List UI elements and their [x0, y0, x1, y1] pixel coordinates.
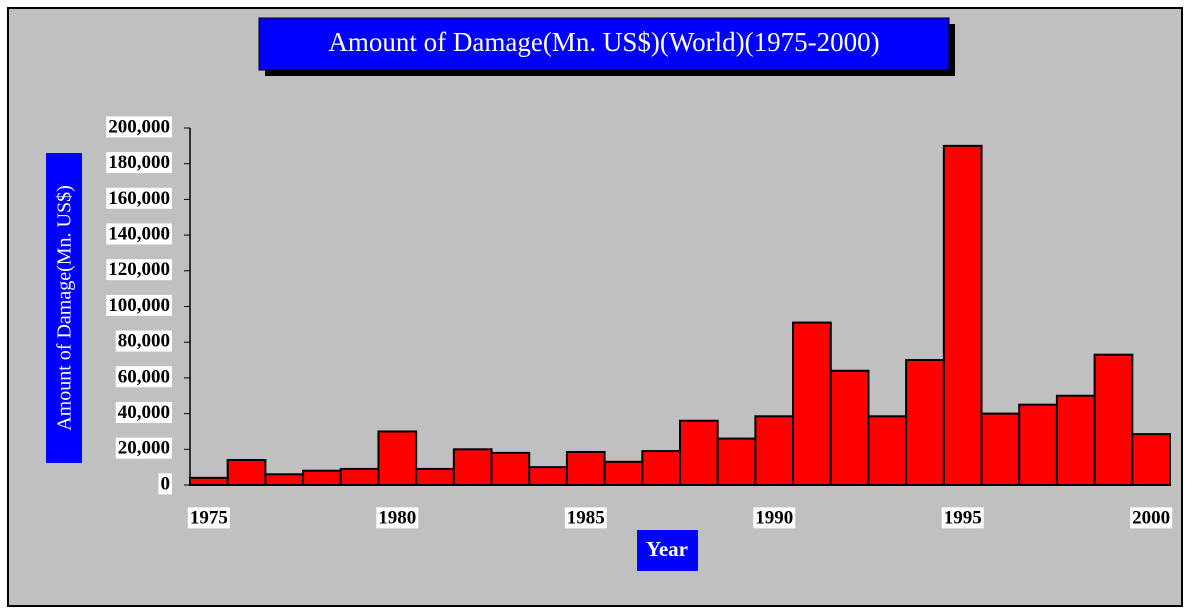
y-tick-label-group: 60,000	[115, 366, 172, 388]
bar	[1093, 353, 1134, 486]
x-tick-label: 1995	[944, 507, 982, 528]
bar	[302, 469, 342, 487]
chart-title: Amount of Damage(Mn. US$)(World)(1975-20…	[328, 27, 879, 57]
y-tick-label-bg	[115, 437, 172, 459]
bar	[942, 144, 983, 486]
bar	[490, 451, 531, 486]
y-tick-label: 120,000	[108, 259, 170, 280]
y-tick-label: 0	[161, 473, 171, 494]
bar	[641, 450, 681, 486]
y-tick-label-group: 180,000	[106, 152, 172, 174]
x-tick-label: 1975	[190, 507, 228, 528]
y-tick-label-group: 100,000	[106, 294, 172, 316]
bar	[264, 473, 305, 487]
y-tick-label: 100,000	[108, 295, 170, 316]
bar	[603, 460, 644, 487]
bar	[867, 415, 908, 486]
bar	[415, 467, 455, 486]
x-tick-label: 2000	[1132, 507, 1170, 528]
y-label-box	[46, 153, 82, 463]
y-tick-label-group: 0	[158, 473, 172, 495]
x-tick-label-bg	[187, 507, 230, 529]
y-tick-label-bg	[115, 330, 172, 352]
y-tick-label-bg	[106, 187, 172, 209]
y-tick-label-group: 200,000	[106, 116, 172, 138]
bar	[528, 466, 568, 486]
x-tick-label-group: 1980	[376, 507, 419, 529]
y-tick-label-group: 80,000	[115, 330, 172, 352]
y-tick-label-bg	[115, 366, 172, 388]
x-tick-label-bg	[753, 507, 796, 529]
y-tick-label-bg	[106, 116, 172, 138]
y-tick-label: 80,000	[118, 331, 170, 352]
x-tick-label-group: 1985	[564, 507, 607, 529]
bar	[980, 412, 1021, 487]
y-tick-label-bg	[106, 223, 172, 245]
bar	[452, 448, 493, 486]
chart-background	[7, 7, 1183, 607]
y-tick-label: 40,000	[118, 402, 170, 423]
y-tick-label-group: 20,000	[115, 437, 172, 459]
bar	[226, 459, 267, 487]
bar	[189, 476, 229, 486]
bar	[716, 437, 757, 486]
bar	[754, 415, 795, 486]
y-tick-label-bg	[106, 152, 172, 174]
y-tick-label-group: 120,000	[106, 259, 172, 281]
y-tick-label-bg	[115, 401, 172, 423]
bar	[339, 467, 380, 486]
x-tick-label-bg	[564, 507, 607, 529]
bar	[829, 369, 870, 487]
x-tick-label-bg	[1130, 507, 1173, 529]
bar	[377, 430, 418, 487]
bar	[565, 450, 606, 487]
x-tick-label-group: 1975	[187, 507, 230, 529]
y-tick-label-bg	[158, 473, 172, 495]
bar	[1018, 403, 1058, 486]
bar	[1055, 394, 1096, 486]
bar	[679, 419, 719, 486]
y-tick-label-group: 40,000	[115, 401, 172, 423]
x-tick-label-group: 1990	[753, 507, 796, 529]
x-tick-label-group: 1995	[941, 507, 984, 529]
y-tick-label: 160,000	[108, 188, 170, 209]
y-tick-label: 140,000	[108, 223, 170, 244]
x-tick-label: 1990	[755, 507, 793, 528]
bar	[792, 321, 832, 486]
bar	[905, 359, 945, 486]
y-tick-label-bg	[106, 294, 172, 316]
bar	[1131, 433, 1172, 487]
x-tick-label: 1985	[567, 507, 605, 528]
x-tick-label-group: 2000	[1130, 507, 1173, 529]
x-tick-label: 1980	[378, 507, 416, 528]
x-tick-label-bg	[376, 507, 419, 529]
y-tick-label: 20,000	[118, 438, 170, 459]
x-tick-label-bg	[941, 507, 984, 529]
y-axis-label: Amount of Damage(Mn. US$)	[54, 185, 76, 431]
y-tick-label-group: 140,000	[106, 223, 172, 245]
y-tick-label-group: 160,000	[106, 187, 172, 209]
y-tick-label: 200,000	[108, 116, 170, 137]
y-tick-label: 60,000	[118, 366, 170, 387]
x-label-box	[637, 530, 698, 571]
y-tick-label: 180,000	[108, 152, 170, 173]
title-box	[258, 17, 950, 71]
x-axis-label: Year	[646, 537, 688, 561]
y-tick-label-bg	[106, 259, 172, 281]
